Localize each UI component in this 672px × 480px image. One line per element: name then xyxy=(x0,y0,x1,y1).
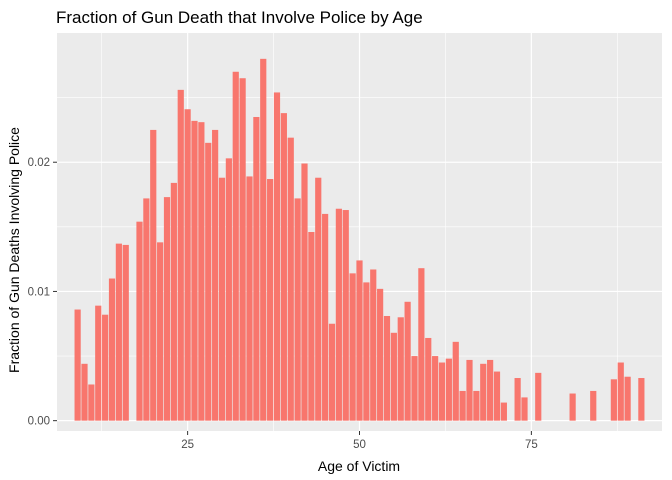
bar xyxy=(425,337,432,421)
bar xyxy=(590,390,597,421)
bar xyxy=(95,305,102,421)
bar xyxy=(205,142,212,421)
bar xyxy=(493,371,501,421)
bar xyxy=(163,197,171,421)
bar xyxy=(342,210,349,421)
bar xyxy=(108,278,116,421)
bar xyxy=(459,390,466,421)
bar xyxy=(88,384,95,421)
x-tick-label: 75 xyxy=(525,439,538,451)
bar xyxy=(480,363,487,421)
x-tick-label: 25 xyxy=(181,439,194,451)
bar xyxy=(404,301,411,421)
y-axis: 0.00 0.01 0.02 xyxy=(28,157,57,428)
bar xyxy=(610,379,617,421)
bar xyxy=(397,317,404,421)
chart-title: Fraction of Gun Death that Involve Polic… xyxy=(56,8,423,27)
bar xyxy=(232,71,239,421)
bar xyxy=(294,198,301,421)
bar xyxy=(170,182,177,421)
bar xyxy=(301,163,308,421)
bar xyxy=(349,273,356,421)
x-tick-label: 50 xyxy=(353,439,366,451)
bar xyxy=(624,376,631,421)
bar xyxy=(617,362,624,421)
bar xyxy=(198,122,205,421)
bar xyxy=(569,393,576,421)
bar xyxy=(143,198,150,421)
bar xyxy=(500,402,507,421)
bar xyxy=(184,109,191,421)
bar xyxy=(411,356,418,421)
bar xyxy=(81,363,88,421)
x-axis-title: Age of Victim xyxy=(318,458,400,474)
bar xyxy=(535,372,542,421)
bar xyxy=(521,397,528,421)
bar xyxy=(328,323,336,421)
bar xyxy=(473,390,480,421)
bar xyxy=(315,177,322,421)
bar xyxy=(370,269,377,421)
bar xyxy=(514,378,521,421)
y-tick-label: 0.02 xyxy=(28,157,50,169)
bar xyxy=(150,129,157,421)
bar xyxy=(418,268,425,421)
bar xyxy=(122,244,129,421)
bar xyxy=(157,242,164,421)
bar xyxy=(432,356,439,421)
bar xyxy=(218,177,226,421)
bar xyxy=(177,89,184,421)
bar xyxy=(335,208,342,421)
bar xyxy=(253,116,260,421)
bar xyxy=(308,232,315,421)
bar xyxy=(225,158,232,421)
bar xyxy=(487,359,494,421)
bar xyxy=(390,332,397,421)
bar xyxy=(377,288,384,421)
bar xyxy=(136,221,143,421)
bar xyxy=(445,358,452,421)
bar xyxy=(287,137,294,421)
y-tick-label: 0.01 xyxy=(28,286,50,298)
bars xyxy=(74,58,645,421)
y-axis-title: Fraction of Gun Deaths Involving Police xyxy=(6,127,22,373)
bar xyxy=(356,260,363,421)
bar xyxy=(466,359,473,421)
bar xyxy=(280,113,287,421)
bar xyxy=(363,282,370,421)
x-axis: 25 50 75 xyxy=(181,431,538,451)
bar xyxy=(260,58,267,421)
bar xyxy=(212,129,219,421)
bar xyxy=(246,176,253,421)
bar xyxy=(452,341,459,421)
bar xyxy=(438,362,446,421)
bar xyxy=(102,314,109,421)
bar xyxy=(273,92,281,421)
bar xyxy=(239,78,246,421)
bar xyxy=(322,213,329,421)
bar xyxy=(383,315,391,421)
bar xyxy=(74,309,81,421)
bar xyxy=(191,120,198,421)
bar xyxy=(638,378,645,421)
bar xyxy=(267,179,274,421)
bar xyxy=(115,243,122,421)
y-tick-label: 0.00 xyxy=(28,416,50,428)
